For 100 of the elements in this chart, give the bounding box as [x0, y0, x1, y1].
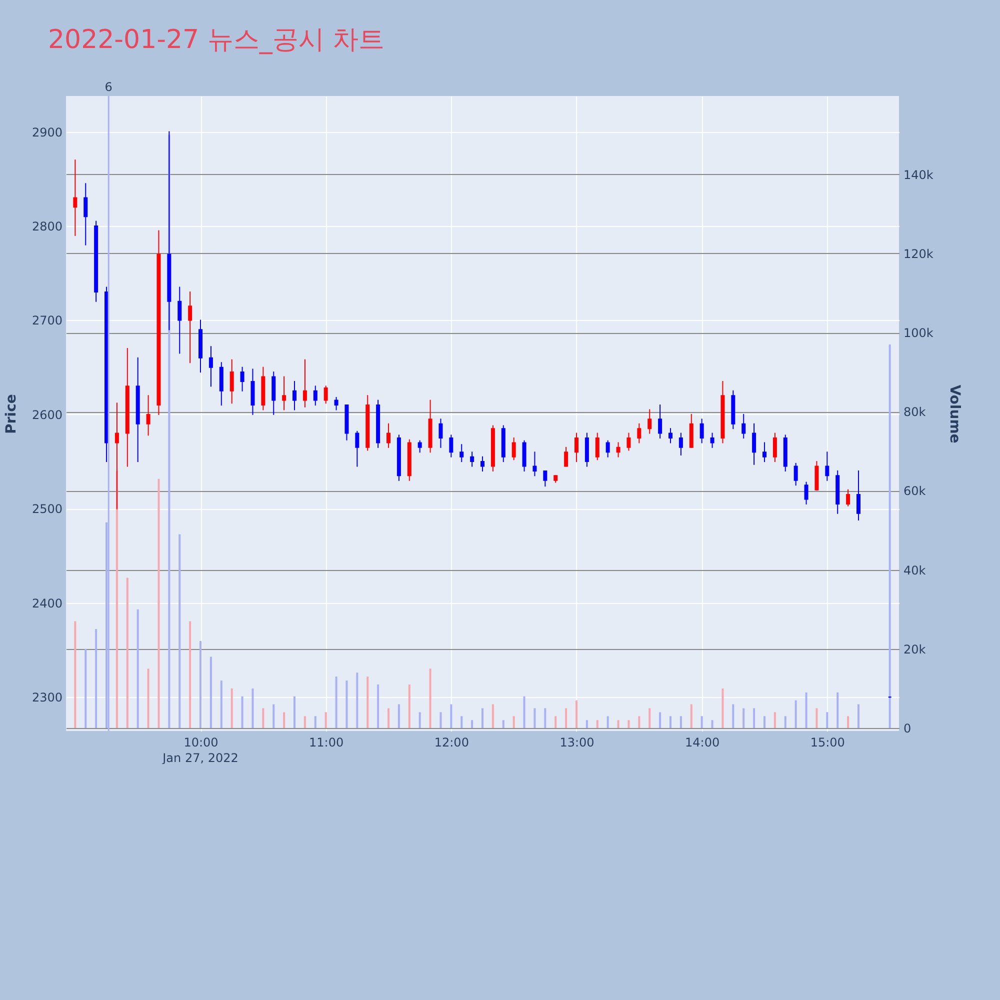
candlestick [522, 440, 526, 472]
bar [241, 696, 244, 728]
bar [230, 688, 233, 728]
bar [502, 720, 504, 728]
bar [210, 656, 212, 728]
bar [690, 704, 692, 728]
x-tick-label: 13:00 [560, 736, 594, 750]
candlestick [794, 462, 798, 486]
candlestick [418, 440, 422, 453]
bar [575, 700, 578, 728]
candlestick [814, 461, 819, 490]
candlestick [386, 423, 391, 448]
bar [158, 478, 160, 728]
bar [294, 696, 296, 728]
candlestick [292, 380, 297, 410]
bar [304, 716, 306, 728]
y2-tick-label: 60k [904, 484, 926, 498]
candlestick [84, 183, 88, 246]
bar [596, 720, 598, 728]
candlestick [846, 489, 850, 506]
bar [398, 704, 400, 728]
x-tick-label: 11:00 [309, 736, 344, 750]
candlestick [772, 432, 777, 462]
bar [816, 708, 818, 728]
bar [888, 344, 891, 728]
bar [534, 708, 536, 728]
y-tick-label: 2400 [32, 596, 62, 610]
bar [95, 629, 98, 728]
bar [544, 708, 546, 728]
candlestick [230, 359, 234, 404]
candlestick [282, 376, 286, 410]
candlestick [710, 432, 714, 448]
bar [826, 712, 828, 728]
bar [262, 708, 264, 728]
candlestick [512, 437, 516, 460]
candlestick [595, 432, 600, 460]
bar [659, 712, 662, 728]
bar [628, 720, 630, 728]
y2-tick-label: 40k [904, 563, 926, 578]
ref-line-label: 6 [104, 80, 112, 94]
bar [116, 470, 118, 728]
bar [84, 648, 87, 728]
bar [774, 712, 776, 728]
candlestick [470, 452, 474, 467]
candlestick [355, 430, 360, 467]
y2-tick-label: 140k [904, 168, 934, 182]
bar [200, 640, 202, 728]
bar [753, 708, 756, 728]
bar [418, 712, 421, 728]
candlestick [324, 386, 328, 404]
candlestick [334, 396, 338, 410]
candlestick [616, 442, 620, 458]
bar [700, 716, 703, 728]
x-tick-label: 14:00 [685, 736, 720, 750]
candlestick [584, 432, 589, 467]
bar [784, 716, 786, 728]
bar [126, 578, 128, 728]
bar [272, 704, 275, 728]
candlestick [272, 372, 276, 415]
y-tick-label: 2900 [32, 125, 62, 140]
candlestick [460, 444, 464, 462]
bar [429, 668, 432, 728]
candlestick [668, 428, 672, 444]
bar [178, 534, 181, 728]
bar [512, 716, 515, 728]
y-tick-label: 2800 [32, 220, 62, 234]
bar [565, 708, 568, 728]
candlestick [188, 291, 192, 364]
bar [617, 720, 620, 728]
x-tick-label: 12:00 [434, 736, 469, 750]
candlestick [438, 418, 443, 448]
candlestick [742, 414, 746, 438]
candlestick [762, 442, 766, 462]
candlestick [219, 362, 224, 406]
candlestick [250, 368, 255, 415]
bar [252, 688, 254, 728]
candlestick [449, 434, 454, 458]
bar [586, 720, 588, 728]
candlestick [302, 359, 307, 408]
bar [450, 704, 452, 728]
bar [680, 716, 682, 728]
bar [324, 712, 327, 728]
y2-tick-label: 0 [904, 721, 912, 736]
bar [722, 688, 724, 728]
bar [669, 716, 672, 728]
bar [638, 716, 640, 728]
candlestick [626, 432, 631, 451]
bar [836, 692, 839, 728]
candlestick [146, 395, 150, 436]
bar [74, 621, 76, 728]
bar [283, 712, 286, 728]
y2-tick-label: 80k [904, 405, 926, 420]
candlestick [574, 432, 578, 462]
candlestick [700, 418, 704, 444]
bar [857, 704, 860, 728]
bar [732, 704, 734, 728]
bar [388, 708, 390, 728]
y-tick-label: 2600 [32, 408, 62, 422]
candlestick [637, 423, 642, 444]
bar [356, 672, 358, 728]
